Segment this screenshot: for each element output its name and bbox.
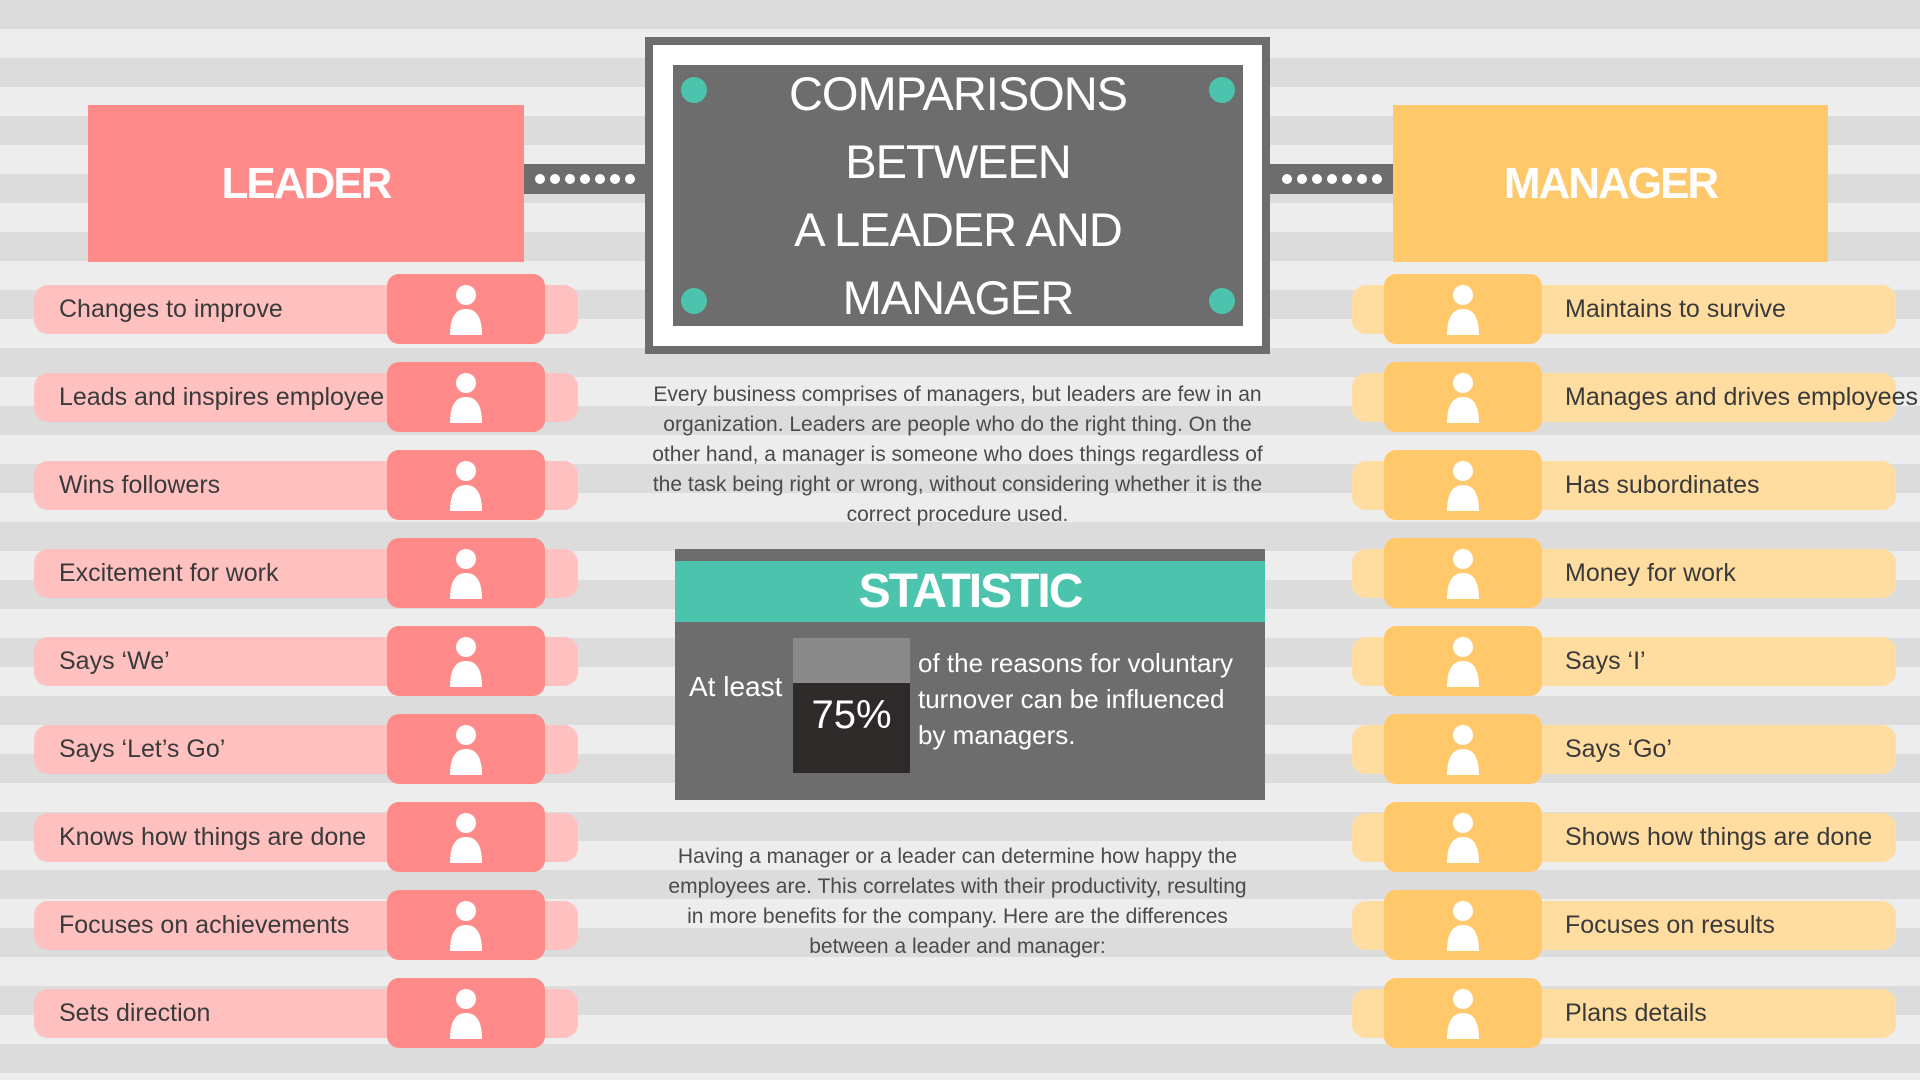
row-label: Says ‘I’: [1565, 647, 1646, 675]
icon: [1447, 461, 1479, 511]
icon-box: [387, 362, 545, 432]
outro-text: Having a manager or a leader can determi…: [668, 845, 1247, 958]
icon-box: [387, 450, 545, 520]
row-label: Wins followers: [59, 471, 221, 499]
icon-box: [1384, 802, 1542, 872]
row-label: Says ‘Let’s Go’: [59, 735, 226, 763]
icon-box: [387, 978, 545, 1048]
dot: [681, 288, 707, 314]
icon-box: [1384, 890, 1542, 960]
row-label: Says ‘Go’: [1565, 735, 1672, 763]
icon: [450, 637, 482, 687]
row-label: Focuses on achievements: [59, 911, 350, 939]
row-label: Manages and drives employees: [1565, 383, 1918, 411]
connector: [1270, 164, 1393, 194]
icon-box: [1384, 450, 1542, 520]
icon: [1447, 989, 1479, 1039]
row-label: Focuses on results: [1565, 911, 1775, 939]
icon: [450, 989, 482, 1039]
row-label: Changes to improve: [59, 295, 283, 323]
dot: [1209, 77, 1235, 103]
icon-box: [387, 890, 545, 960]
icon-box: [1384, 714, 1542, 784]
icon-box: [1384, 626, 1542, 696]
leader-heading: LEADER: [88, 105, 524, 262]
icon: [1447, 637, 1479, 687]
icon-box: [387, 274, 545, 344]
title-line: COMPARISONS BETWEEN: [788, 66, 1128, 188]
icon: [1447, 725, 1479, 775]
figure-box: 75%: [793, 638, 910, 773]
icon: [450, 549, 482, 599]
statistic-prefix: At least: [689, 671, 783, 702]
manager-heading: MANAGER: [1393, 105, 1828, 262]
row-label: Excitement for work: [59, 559, 279, 587]
icon: [1447, 549, 1479, 599]
icon-box: [1384, 978, 1542, 1048]
row-label: Maintains to survive: [1565, 295, 1786, 323]
icon-box: [1384, 362, 1542, 432]
title-box: COMPARISONS BETWEEN A LEADER AND MANAGER: [673, 65, 1243, 326]
dot: [681, 77, 707, 103]
icon: [450, 725, 482, 775]
row-label: Leads and inspires employee: [59, 383, 385, 411]
row-label: Money for work: [1565, 559, 1736, 587]
row-label: Plans details: [1565, 999, 1707, 1027]
row-label: Shows how things are done: [1565, 823, 1873, 851]
icon-box: [387, 714, 545, 784]
statistic-box: STATISTIC At least 75% of the reasons fo…: [675, 549, 1265, 800]
dot: [1209, 288, 1235, 314]
row-label: Sets direction: [59, 999, 211, 1027]
icon: [1447, 285, 1479, 335]
intro-text: Every business comprises of managers, bu…: [652, 383, 1263, 526]
icon-box: [1384, 274, 1542, 344]
icon: [450, 461, 482, 511]
icon: [450, 285, 482, 335]
icon-box: [387, 626, 545, 696]
icon: [1447, 373, 1479, 423]
connector: [524, 164, 645, 194]
icon-box: [387, 802, 545, 872]
icon: [1447, 901, 1479, 951]
icon-box: [387, 538, 545, 608]
icon: [1447, 813, 1479, 863]
icon: [450, 373, 482, 423]
row-label: Knows how things are done: [59, 823, 367, 851]
title-frame: COMPARISONS BETWEEN A LEADER AND MANAGER: [645, 37, 1270, 354]
statistic-figure: 75%: [811, 693, 892, 737]
statistic-heading: STATISTIC: [675, 561, 1265, 622]
icon: [450, 901, 482, 951]
statistic-text: of the reasons for voluntary turnover ca…: [918, 648, 1234, 750]
icon: [450, 813, 482, 863]
row-label: Has subordinates: [1565, 471, 1760, 499]
row-label: Says ‘We’: [59, 647, 170, 675]
icon-box: [1384, 538, 1542, 608]
title-line: A LEADER AND MANAGER: [794, 202, 1123, 324]
